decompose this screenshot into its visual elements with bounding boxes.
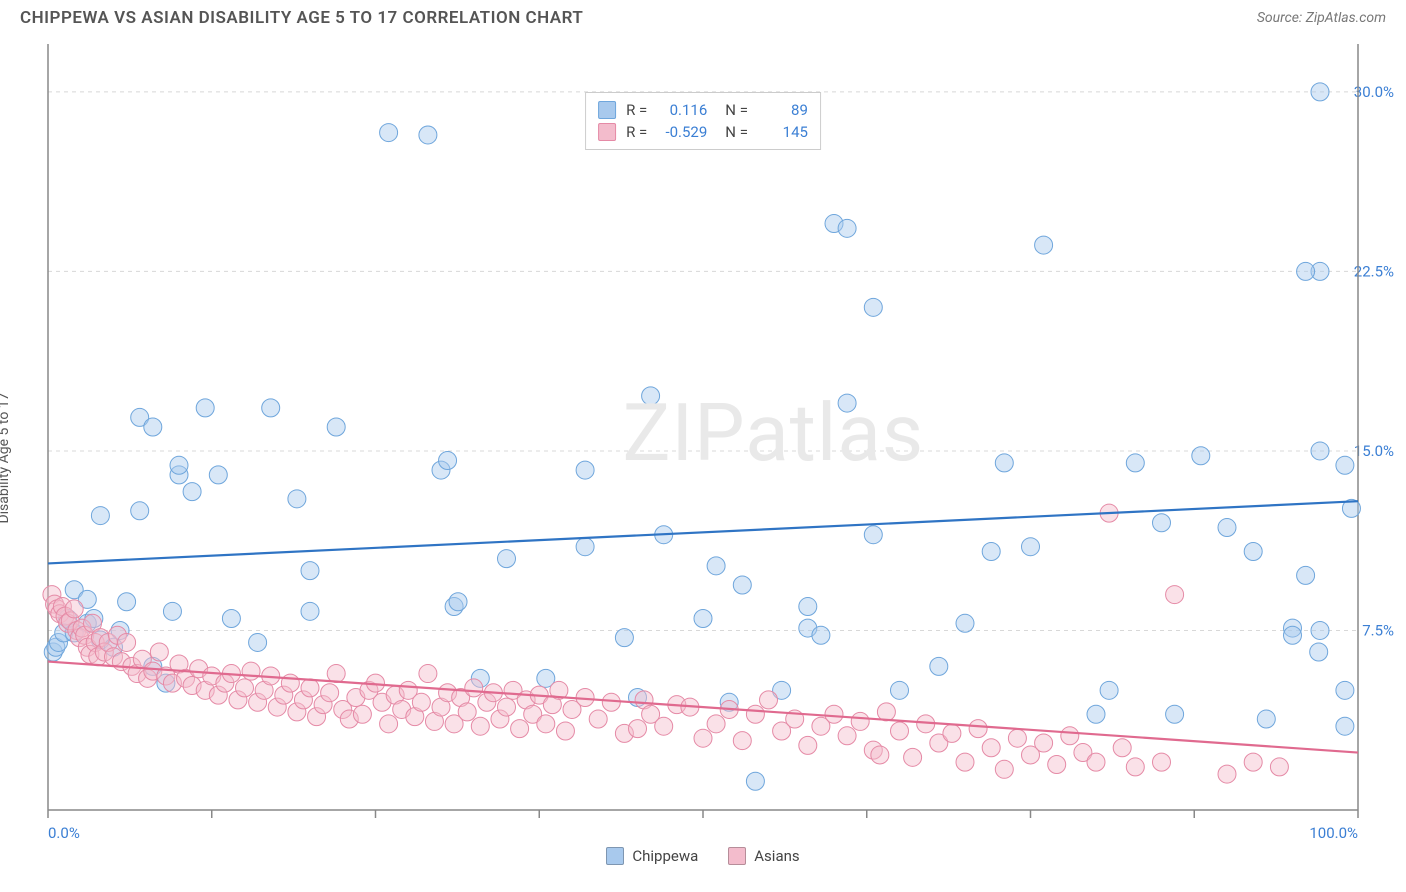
svg-text:7.5%: 7.5% [1362,621,1394,639]
page-title: CHIPPEWA VS ASIAN DISABILITY AGE 5 TO 17… [20,8,583,28]
y-axis-label: Disability Age 5 to 17 [0,392,12,523]
correlation-legend: R =0.116 N =89R =-0.529 N =145 [585,92,821,150]
legend-label: Chippewa [632,847,698,865]
legend-row: R =-0.529 N =145 [598,121,808,143]
legend-item: Chippewa [606,847,698,865]
svg-text:15.0%: 15.0% [1354,442,1394,460]
legend-swatch [728,847,746,865]
legend-swatch [598,123,616,141]
source-credit: Source: ZipAtlas.com [1257,10,1386,26]
legend-label: Asians [754,847,799,865]
svg-text:30.0%: 30.0% [1354,83,1394,101]
svg-text:0.0%: 0.0% [48,824,80,842]
scatter-chart: 7.5% 15.0% 22.5% 30.0% 0.0% 100.0% [0,32,1406,867]
svg-text:22.5%: 22.5% [1354,262,1394,280]
legend-swatch [598,101,616,119]
chart-container: Disability Age 5 to 17 ZIPatlas R =0.116… [0,32,1406,867]
series-legend: Chippewa Asians [0,847,1406,865]
legend-item: Asians [728,847,799,865]
legend-row: R =0.116 N =89 [598,99,808,121]
legend-swatch [606,847,624,865]
svg-text:100.0%: 100.0% [1309,824,1358,842]
